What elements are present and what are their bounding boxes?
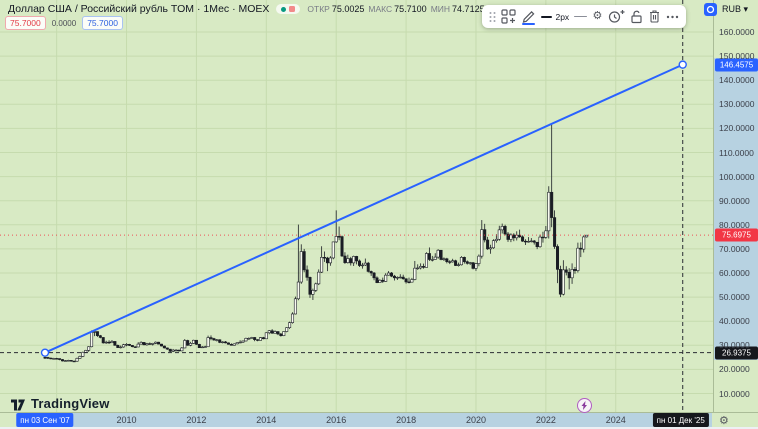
price-tick-label: 60.0000: [719, 268, 750, 278]
open-value: 75.0025: [331, 4, 365, 14]
price-tick-label: 30.0000: [719, 340, 750, 351]
price-tick-label: 70.0000: [719, 243, 750, 254]
time-axis[interactable]: пн 03 Сен '07 пн 01 Дек '25 ⚙ 2010 2012 20…: [0, 412, 758, 427]
price-axis[interactable]: RUB ▾ 146.4575 75.6975 26.9375 160.0000 1…: [713, 0, 758, 412]
price-tick-label: 10.0000: [719, 388, 750, 399]
price-tick-label: 110.0000: [719, 147, 754, 158]
market-flag-icon: [289, 6, 296, 12]
crosshair-date-badge: пн 01 Дек '25: [652, 413, 709, 427]
alert-clock-plus-icon[interactable]: [608, 5, 625, 28]
price-tick-label: 120.0000: [719, 123, 755, 134]
currency-unit-button[interactable]: [704, 3, 717, 16]
drag-handle-icon[interactable]: [489, 5, 496, 28]
event-lightning-icon[interactable]: [577, 398, 592, 413]
price-box-middle: 0.0000: [51, 18, 77, 28]
line-style-icon[interactable]: [574, 5, 588, 28]
tradingview-logo-icon: [11, 399, 25, 410]
time-axis-selection-highlight: [16, 413, 712, 427]
price-tick-label: 50.0000: [719, 292, 750, 303]
symbol-title[interactable]: Доллар США / Российский рубль TOM · 1Мес…: [8, 3, 270, 15]
axis-settings-gear-icon[interactable]: ⚙: [719, 415, 729, 427]
trendline-handle-start[interactable]: [40, 348, 50, 357]
trendline-drawing[interactable]: [44, 63, 684, 354]
price-box-red[interactable]: 75.7000: [5, 16, 46, 30]
market-open-dot-icon: [281, 6, 287, 12]
price-level-boxes: 75.7000 0.0000 75.7000: [5, 16, 123, 30]
lock-open-icon[interactable]: [630, 5, 643, 28]
time-tick-label: 2018: [396, 415, 417, 425]
crosshair-price-badge: 26.9375: [715, 346, 758, 360]
bottom-edge-strip: [0, 427, 758, 429]
currency-dropdown[interactable]: RUB ▾: [722, 4, 749, 14]
line-width-label: 2px: [555, 11, 570, 22]
price-tick-label: 90.0000: [719, 195, 750, 206]
market-status-pill[interactable]: [276, 4, 301, 14]
tradingview-logo-text: TradingView: [31, 396, 110, 411]
more-options-icon[interactable]: [666, 5, 679, 28]
high-label: МАКС: [368, 4, 393, 14]
line-width-icon: [541, 15, 553, 18]
time-tick-label: 2016: [326, 415, 347, 425]
low-label: МИН: [430, 4, 451, 14]
price-tick-label: 160.0000: [719, 27, 755, 37]
line-width-button[interactable]: 2px: [541, 5, 569, 28]
price-axis-selection-highlight: [714, 57, 758, 360]
time-tick-label: 2024: [605, 415, 626, 425]
time-tick-label: 2022: [535, 415, 556, 425]
price-chart[interactable]: [0, 0, 713, 412]
candlestick-series: [43, 124, 589, 363]
price-tick-label: 80.0000: [719, 219, 750, 230]
price-tick-label: 20.0000: [719, 364, 750, 375]
price-tick-label: 40.0000: [719, 316, 750, 327]
grid-lines: [0, 0, 713, 412]
time-tick-label: 2012: [186, 415, 207, 425]
trendline-handle-end[interactable]: [678, 60, 687, 69]
price-tick-label: 130.0000: [719, 99, 755, 110]
price-tick-label: 140.0000: [719, 75, 755, 86]
time-tick-label: 2014: [256, 415, 277, 425]
drawing-toolbar: 2px ⚙: [482, 5, 686, 28]
time-tick-label: 2020: [465, 415, 486, 425]
settings-gear-icon[interactable]: ⚙: [592, 10, 603, 22]
trendline-price-badge: 146.4575: [715, 58, 758, 72]
trash-icon[interactable]: [648, 5, 661, 28]
price-box-blue[interactable]: 75.7000: [82, 16, 123, 30]
pencil-color-icon[interactable]: [521, 5, 536, 28]
last-price-badge: 75.6975: [715, 228, 758, 242]
high-value: 75.7100: [394, 4, 427, 14]
trendline-date-badge: пн 03 Сен '07: [16, 413, 74, 427]
open-label: ОТКР: [307, 4, 330, 14]
time-tick-label: 2010: [116, 415, 137, 425]
layout-grid-plus-icon[interactable]: [501, 5, 516, 28]
price-tick-label: 150.0000: [719, 51, 755, 62]
price-tick-label: 100.0000: [719, 171, 755, 182]
tradingview-logo[interactable]: TradingView: [10, 396, 110, 411]
low-value: 74.7125: [452, 4, 485, 14]
